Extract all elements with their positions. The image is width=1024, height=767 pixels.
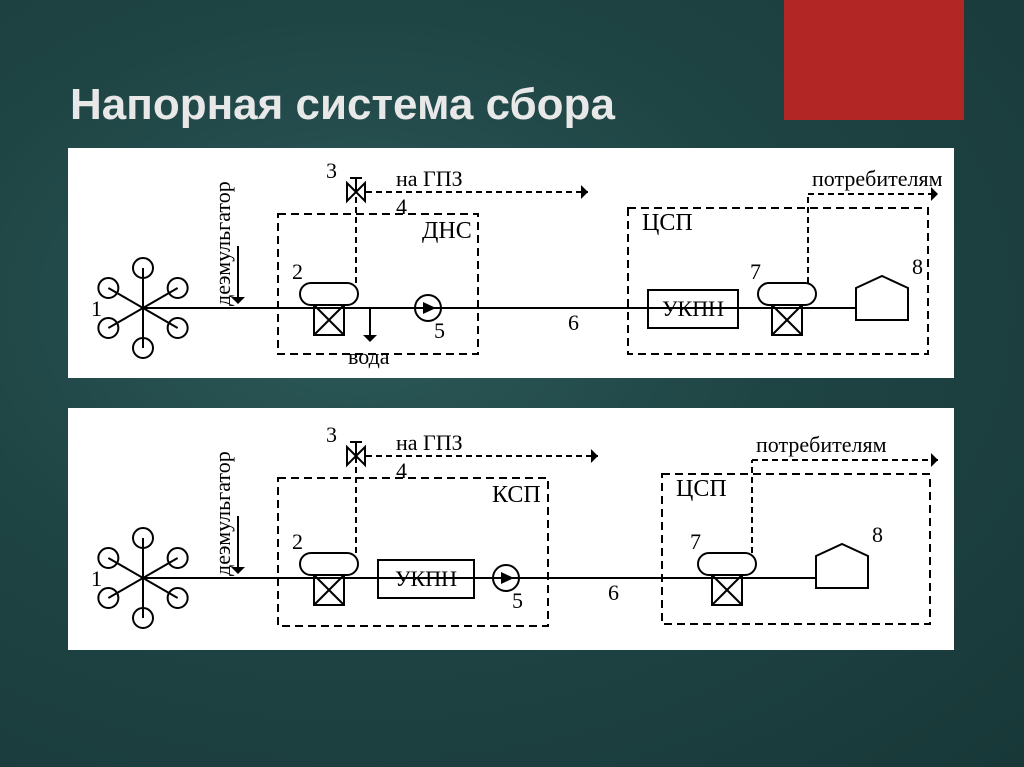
- svg-text:3: 3: [326, 422, 337, 447]
- svg-text:8: 8: [872, 522, 883, 547]
- accent-rectangle: [784, 0, 964, 120]
- svg-text:УКПН: УКПН: [662, 296, 724, 321]
- svg-text:потребителям: потребителям: [756, 432, 887, 457]
- diagram-variant-ksp: 1 деэмульгатор КСП 2 УКПН 5 3 на ГПЗ 4 6 ЦСП 7 8 потр…: [68, 408, 954, 650]
- svg-text:8: 8: [912, 254, 923, 279]
- svg-text:1: 1: [91, 296, 102, 321]
- svg-text:ЦСП: ЦСП: [676, 476, 727, 502]
- svg-text:потребителям: потребителям: [812, 166, 943, 191]
- svg-text:6: 6: [608, 580, 619, 605]
- svg-text:ЦСП: ЦСП: [642, 210, 693, 236]
- svg-text:5: 5: [434, 318, 445, 343]
- diagram-variant-dns: 1 деэмульгатор ДНС 2 вода 5 3 на ГПЗ 4 6 ЦСП УКПН 7 8…: [68, 148, 954, 378]
- svg-text:деэмульгатор: деэмульгатор: [210, 181, 235, 306]
- svg-text:на ГПЗ: на ГПЗ: [396, 166, 463, 191]
- svg-text:КСП: КСП: [492, 482, 541, 508]
- svg-text:5: 5: [512, 588, 523, 613]
- svg-text:ДНС: ДНС: [422, 218, 472, 244]
- svg-text:7: 7: [690, 529, 701, 554]
- svg-text:2: 2: [292, 529, 303, 554]
- slide-title: Напорная система сбора: [70, 81, 615, 129]
- svg-text:4: 4: [396, 194, 407, 219]
- svg-text:6: 6: [568, 310, 579, 335]
- svg-text:4: 4: [396, 458, 407, 483]
- svg-text:3: 3: [326, 158, 337, 183]
- svg-text:7: 7: [750, 259, 761, 284]
- svg-text:2: 2: [292, 259, 303, 284]
- svg-text:УКПН: УКПН: [395, 566, 457, 591]
- svg-text:на ГПЗ: на ГПЗ: [396, 430, 463, 455]
- svg-text:деэмульгатор: деэмульгатор: [210, 451, 235, 576]
- svg-text:1: 1: [91, 566, 102, 591]
- svg-text:вода: вода: [348, 344, 390, 369]
